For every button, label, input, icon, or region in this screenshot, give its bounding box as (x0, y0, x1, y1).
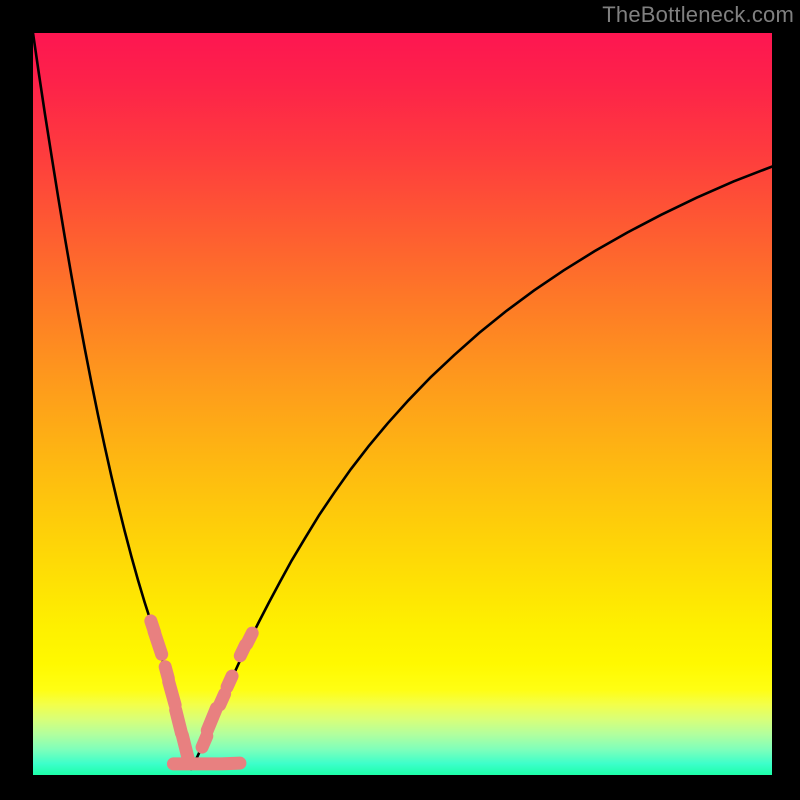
gradient-background (33, 33, 772, 775)
marker-right-2 (220, 694, 225, 705)
bottleneck-curve-chart (33, 33, 772, 775)
marker-left-1 (154, 632, 162, 655)
marker-right-5 (247, 633, 252, 644)
marker-left-3 (169, 682, 175, 705)
watermark-label: TheBottleneck.com (602, 2, 794, 28)
marker-left-5 (182, 735, 188, 758)
marker-right-1 (207, 708, 216, 730)
marker-bottom-blob (173, 763, 240, 764)
chart-frame: TheBottleneck.com (0, 0, 800, 800)
marker-right-3 (227, 676, 232, 687)
marker-right-0 (202, 736, 207, 747)
